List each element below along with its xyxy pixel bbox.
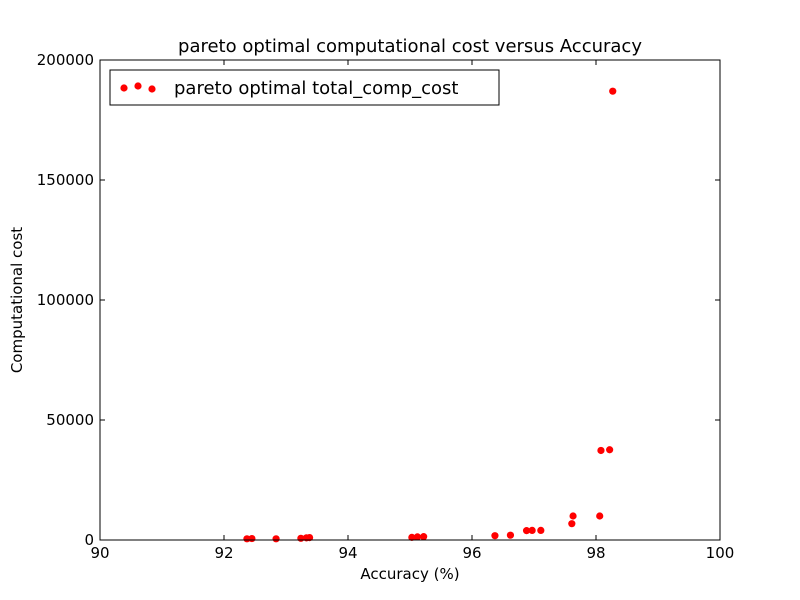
data-point — [272, 535, 280, 543]
data-point — [413, 533, 422, 541]
x-tick-label: 96 — [462, 544, 481, 562]
legend-box — [109, 69, 500, 106]
data-point — [606, 446, 614, 454]
x-axis-label: Accuracy (%) — [360, 565, 459, 583]
legend-marker — [148, 85, 156, 93]
x-tick-label: 90 — [90, 544, 109, 562]
data-point — [506, 531, 515, 539]
data-point — [420, 533, 428, 541]
legend-marker — [134, 82, 142, 90]
data-point — [597, 446, 605, 455]
plot-area — [100, 60, 720, 540]
y-axis-label: Computational cost — [8, 227, 26, 373]
legend: pareto optimal total_comp_cost — [109, 69, 500, 106]
data-point — [569, 512, 577, 520]
data-point — [522, 527, 531, 535]
legend-marker — [120, 84, 128, 92]
y-tick-label: 150000 — [37, 171, 94, 189]
x-tick-label: 100 — [706, 544, 735, 562]
y-tick-label: 200000 — [37, 51, 94, 69]
y-tick-label: 0 — [84, 531, 94, 549]
data-point — [568, 520, 576, 528]
data-point — [408, 533, 416, 541]
data-point — [609, 87, 617, 95]
data-point — [528, 526, 536, 535]
axis-ticks: 90 92 94 96 98 100 0 50000 100000 150000 200000 — [37, 51, 735, 562]
x-tick-label: 94 — [338, 544, 357, 562]
data-point — [248, 534, 256, 543]
legend-label: pareto optimal total_comp_cost — [174, 78, 458, 99]
x-tick-label: 92 — [214, 544, 233, 562]
data-point — [596, 512, 604, 520]
data-point — [537, 526, 545, 535]
plot-frame — [99, 59, 721, 541]
x-tick-label: 98 — [586, 544, 605, 562]
y-tick-label: 50000 — [46, 411, 94, 429]
chart-title: pareto optimal computational cost versus… — [178, 36, 642, 57]
y-tick-label: 100000 — [37, 291, 94, 309]
data-point — [491, 532, 499, 540]
data-point — [305, 534, 314, 542]
data-points — [243, 87, 617, 543]
